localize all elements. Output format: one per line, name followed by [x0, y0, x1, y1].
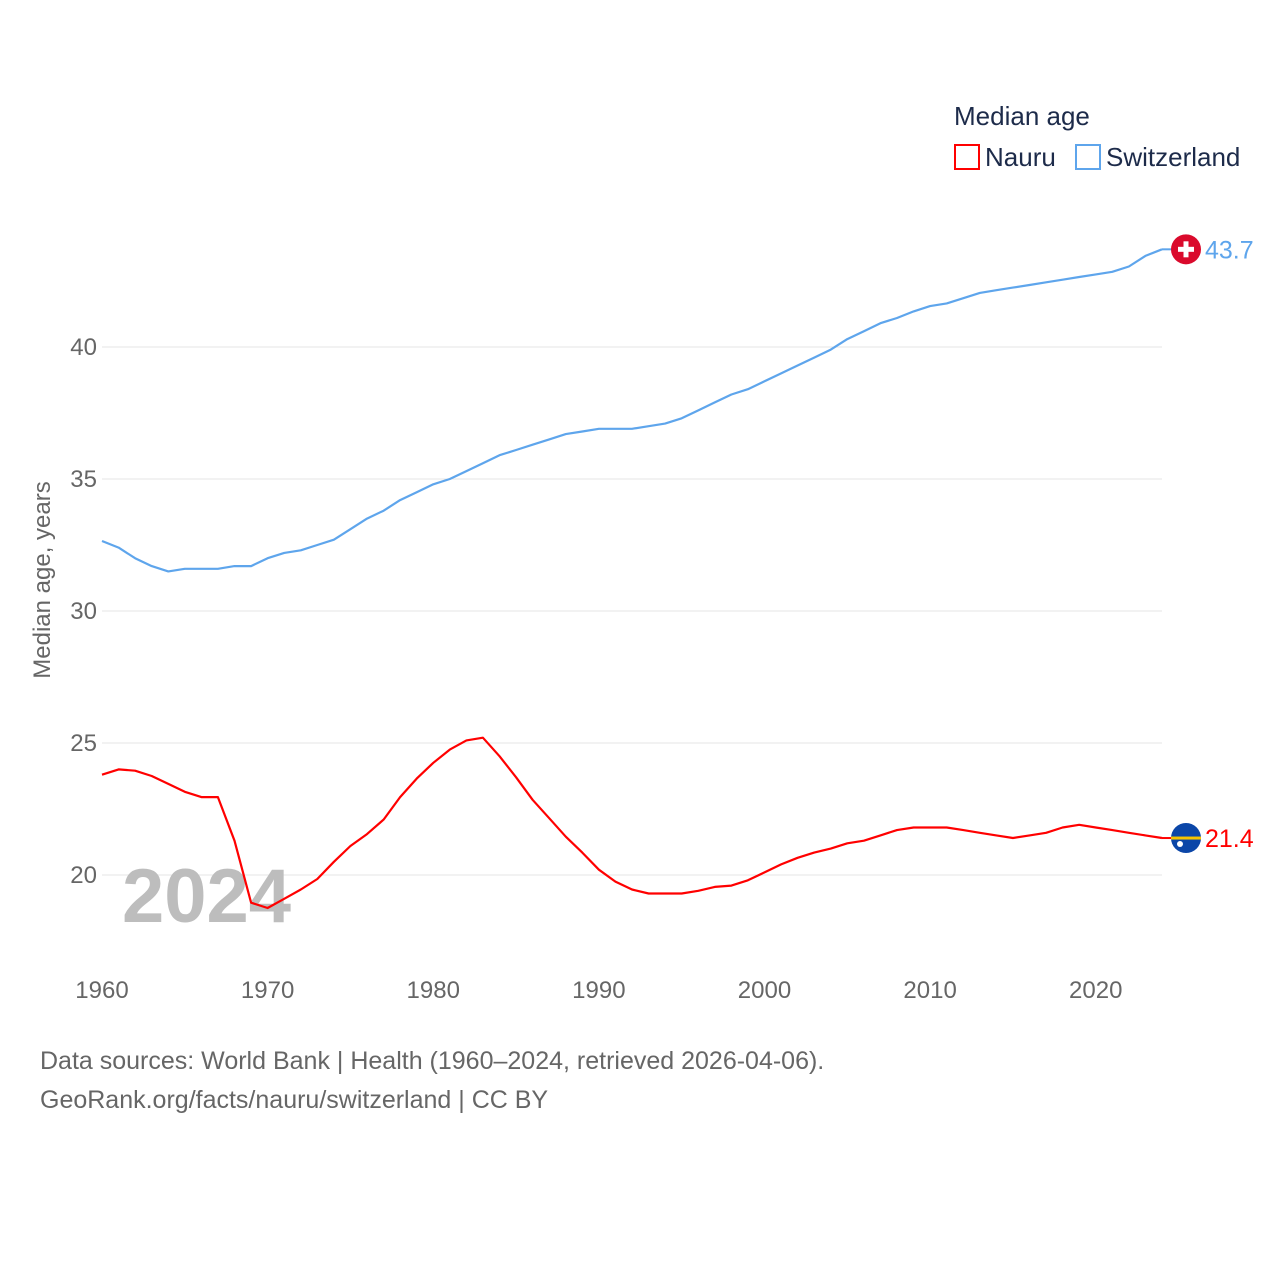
switzerland-flag-icon [1171, 234, 1201, 265]
legend-swatch-switzerland [1075, 144, 1101, 170]
flag-cross-horizontal [1178, 246, 1194, 252]
flag-stripe [1171, 836, 1201, 840]
y-tick-label: 25 [70, 730, 97, 757]
y-tick-label: 35 [70, 466, 97, 493]
series-lines [101, 248, 1163, 910]
flag-star [1177, 841, 1183, 848]
legend-label-nauru: Nauru [985, 142, 1056, 172]
x-tick-label: 1960 [75, 977, 128, 1004]
footer-sources: Data sources: World Bank | Health (1960–… [40, 1047, 824, 1075]
y-axis-ticks: 20 25 30 35 40 [70, 334, 97, 889]
x-tick-label: 1980 [407, 977, 460, 1004]
series-line-switzerland [101, 248, 1163, 573]
end-value-label-switzerland: 43.7 [1205, 236, 1254, 264]
series-line-nauru [101, 736, 1163, 910]
x-axis-ticks: 1960 1970 1980 1990 2000 2010 2020 [75, 977, 1122, 1004]
legend-title: Median age [954, 101, 1090, 131]
x-tick-label: 2000 [738, 977, 791, 1004]
nauru-flag-icon [1171, 823, 1201, 854]
x-tick-label: 1970 [241, 977, 294, 1004]
legend: Median age Nauru Switzerland [954, 101, 1240, 172]
end-value-label-nauru: 21.4 [1205, 825, 1254, 853]
series-end-markers: 21.4 43.7 [1162, 234, 1254, 854]
legend-label-switzerland: Switzerland [1106, 142, 1240, 172]
footer-attribution[interactable]: GeoRank.org/facts/nauru/switzerland | CC… [40, 1086, 548, 1114]
x-tick-label: 1990 [572, 977, 625, 1004]
legend-item-nauru[interactable]: Nauru [954, 142, 1056, 172]
legend-swatch-nauru [954, 144, 980, 170]
y-axis-label: Median age, years [29, 481, 56, 678]
year-watermark: 2024 [122, 854, 291, 939]
y-tick-label: 30 [70, 598, 97, 625]
x-tick-label: 2020 [1069, 977, 1122, 1004]
legend-item-switzerland[interactable]: Switzerland [1075, 142, 1240, 172]
y-tick-label: 40 [70, 334, 97, 361]
y-tick-label: 20 [70, 862, 97, 889]
gridlines [102, 346, 1162, 876]
x-tick-label: 2010 [903, 977, 956, 1004]
